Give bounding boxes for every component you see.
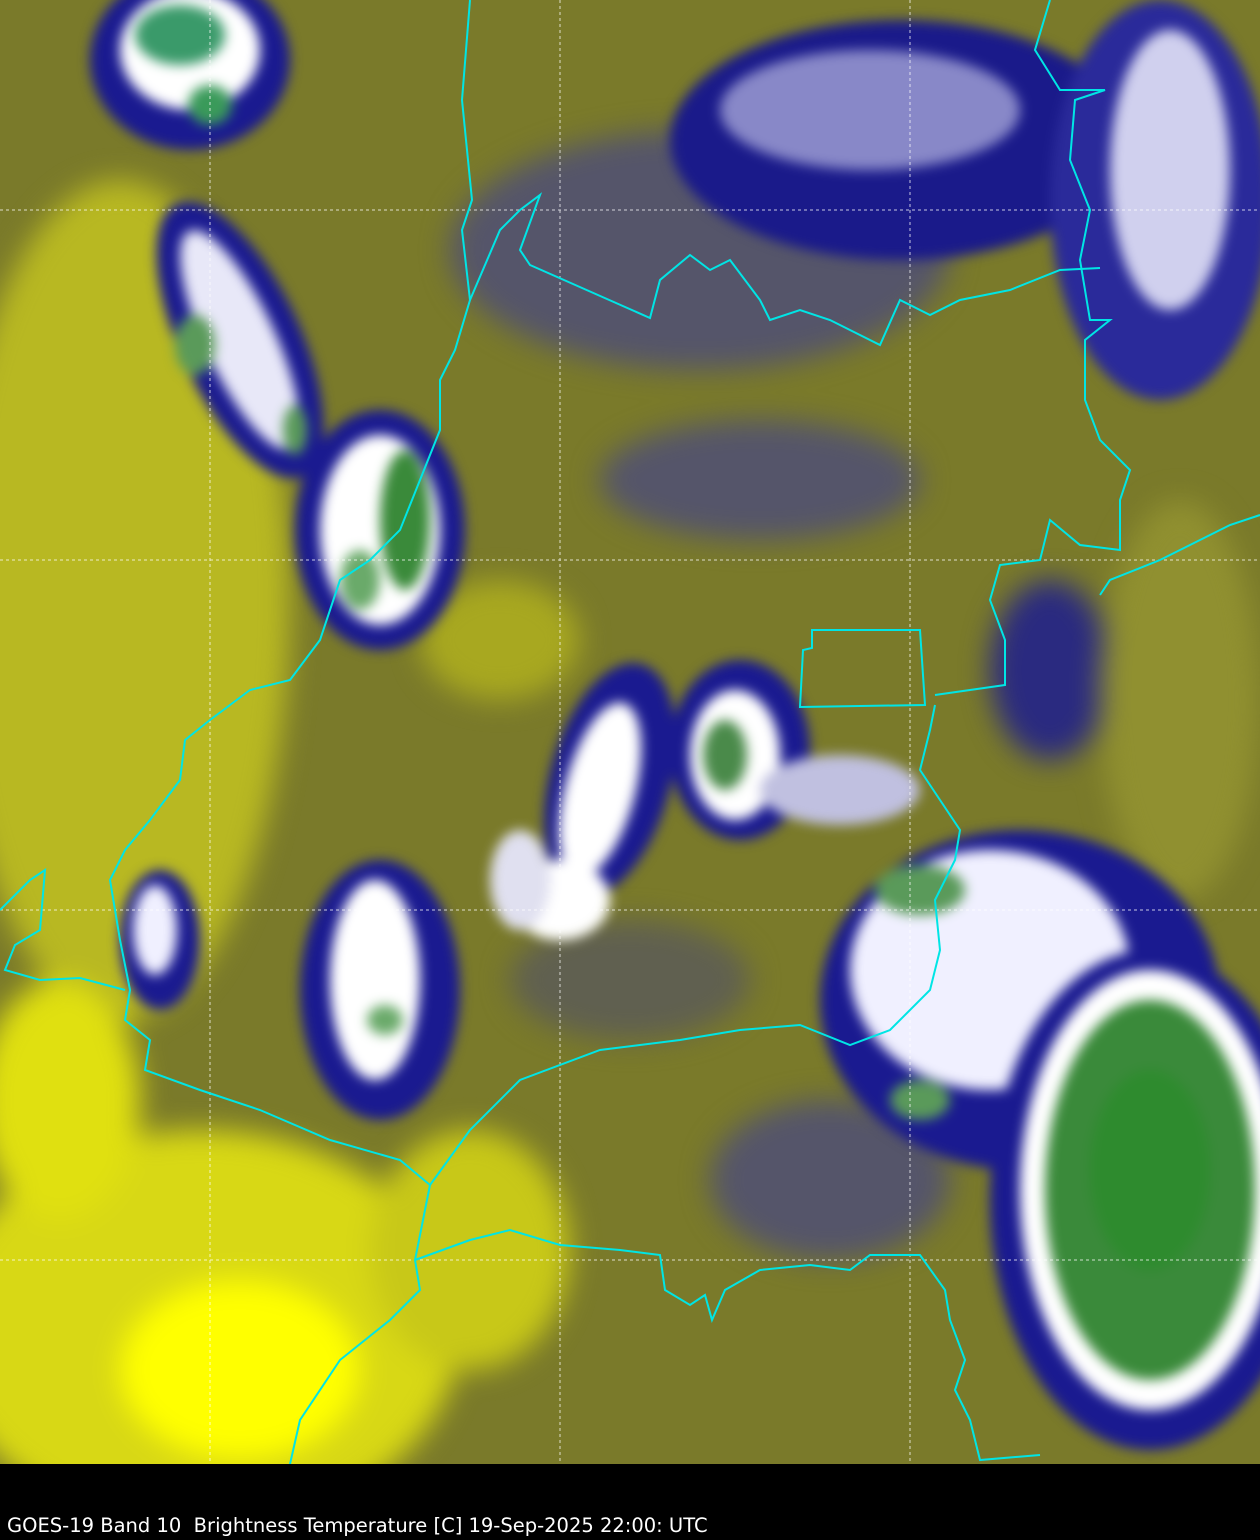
cloud-field	[90, 0, 1260, 1450]
boundary-line	[934, 0, 1132, 696]
boundary-line	[798, 629, 927, 709]
image-caption: GOES-19 Band 10 Brightness Temperature […	[7, 1514, 708, 1537]
boundary-line	[429, 704, 962, 1186]
political-boundaries	[0, 0, 1260, 1464]
boundary-line	[469, 192, 1101, 347]
boundary-line	[1099, 514, 1260, 596]
boundary-line	[0, 868, 126, 991]
surface-temperature-field	[0, 130, 1260, 1464]
satellite-imagery-map	[0, 0, 1260, 1464]
graticule	[0, 0, 1260, 1464]
boundary-line	[414, 1228, 1041, 1462]
